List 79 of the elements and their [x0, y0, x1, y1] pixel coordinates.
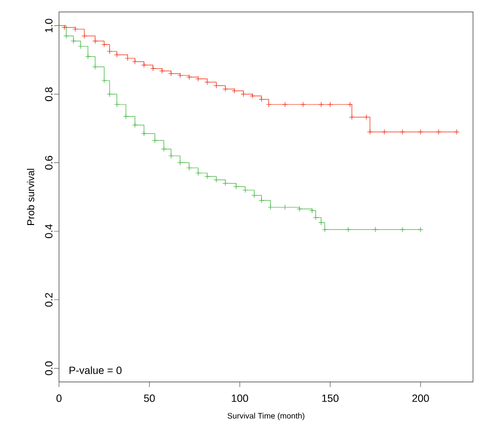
- y-tick-label: 0.2: [45, 293, 52, 307]
- point: [318, 102, 324, 108]
- y-axis-title: Prob survival: [26, 168, 34, 225]
- point: [123, 114, 129, 120]
- point: [150, 66, 156, 72]
- point: [300, 102, 306, 108]
- point: [282, 102, 288, 108]
- y-tick-label: 0.4: [45, 224, 52, 238]
- point: [242, 187, 248, 193]
- x-tick-label: 50: [144, 394, 155, 402]
- point: [309, 208, 315, 214]
- point: [70, 38, 76, 44]
- point: [177, 72, 183, 78]
- point: [186, 74, 192, 80]
- point: [141, 62, 147, 68]
- point: [372, 226, 378, 232]
- point: [296, 206, 302, 212]
- y-tick-label: 1.0: [45, 18, 52, 32]
- point: [258, 96, 264, 102]
- point: [161, 146, 167, 152]
- point: [222, 86, 228, 92]
- point: [204, 79, 210, 86]
- point: [114, 102, 120, 108]
- point: [250, 93, 256, 99]
- annotation: P-value = 0: [70, 366, 122, 374]
- point: [62, 24, 68, 30]
- point: [364, 114, 370, 120]
- point: [266, 102, 272, 108]
- point: [159, 68, 165, 74]
- point: [382, 129, 388, 135]
- point: [233, 184, 239, 190]
- point: [82, 33, 88, 39]
- point: [318, 220, 324, 226]
- point: [347, 102, 353, 108]
- point: [251, 192, 258, 198]
- point: [114, 52, 120, 58]
- point: [400, 226, 406, 232]
- point: [63, 33, 70, 39]
- x-tick-label: 200: [412, 394, 429, 402]
- point: [168, 153, 174, 159]
- point: [258, 198, 264, 204]
- point: [132, 58, 138, 64]
- point: [232, 88, 238, 94]
- point: [101, 78, 107, 84]
- point: [72, 26, 78, 32]
- point: [312, 214, 319, 220]
- x-tick-label: 150: [322, 394, 338, 402]
- point: [214, 177, 220, 183]
- point: [106, 48, 112, 54]
- x-tick-label: 100: [232, 394, 248, 402]
- point: [222, 180, 228, 186]
- point: [204, 174, 210, 180]
- point: [177, 160, 183, 166]
- point: [214, 82, 220, 88]
- point: [345, 226, 352, 232]
- point: [106, 91, 112, 97]
- point: [141, 130, 147, 136]
- point: [92, 38, 98, 44]
- point: [436, 129, 442, 135]
- point: [400, 129, 406, 135]
- point: [195, 170, 202, 176]
- point: [152, 138, 158, 144]
- point: [240, 91, 246, 97]
- point: [101, 42, 107, 48]
- y-tick-label: 0.6: [45, 156, 52, 170]
- point: [322, 226, 328, 232]
- y-tick-label: 0.0: [45, 361, 52, 376]
- point: [367, 129, 373, 135]
- point: [418, 129, 424, 135]
- point: [168, 70, 174, 76]
- point: [195, 76, 202, 82]
- point: [349, 114, 355, 120]
- point: [186, 165, 192, 171]
- point: [327, 102, 333, 108]
- x-tick-label: 0: [56, 394, 62, 402]
- point: [85, 54, 91, 60]
- y-tick-label: 0.8: [45, 87, 52, 102]
- point: [92, 64, 98, 70]
- point: [132, 122, 138, 128]
